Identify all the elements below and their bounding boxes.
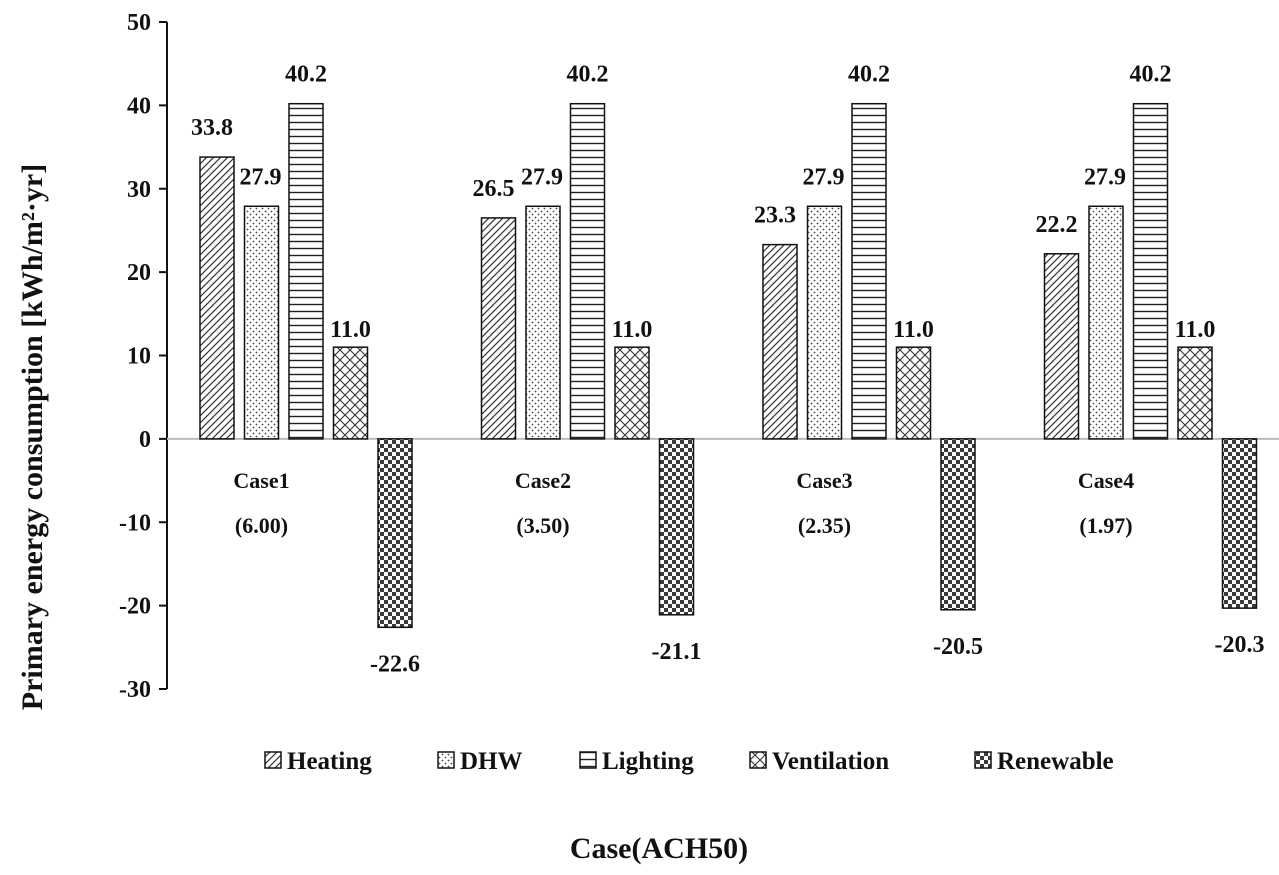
bar-dhw-case2 bbox=[525, 205, 561, 440]
bar-ventilation-case3 bbox=[895, 346, 932, 440]
y-tick-label: -30 bbox=[119, 677, 151, 703]
legend-swatch-heating bbox=[264, 751, 282, 769]
y-tick-label: -10 bbox=[119, 510, 151, 536]
bar-heating-case4 bbox=[1043, 253, 1080, 440]
y-tick-label: -20 bbox=[119, 594, 151, 620]
legend-swatch-ventilation bbox=[749, 751, 767, 769]
data-label: 23.3 bbox=[754, 203, 796, 229]
y-tick-label: 10 bbox=[127, 344, 151, 370]
data-label: 27.9 bbox=[240, 164, 282, 190]
legend-label-lighting: Lighting bbox=[602, 748, 694, 775]
bar-renewable-case4 bbox=[1221, 438, 1258, 609]
legend-swatch-lighting bbox=[579, 751, 597, 769]
y-axis-title: Primary energy consumption [kWh/m²·yr] bbox=[16, 164, 49, 710]
data-label: 11.0 bbox=[893, 317, 934, 343]
data-label: -20.3 bbox=[1215, 632, 1265, 658]
y-tick-label: 50 bbox=[127, 10, 151, 36]
category-label-case1: Case1 bbox=[233, 468, 289, 493]
category-label-case2: Case2 bbox=[515, 468, 571, 493]
legend-label-renewable: Renewable bbox=[997, 748, 1114, 775]
data-label: 27.9 bbox=[1084, 164, 1126, 190]
category-labels: Case1 (6.00) Case2 (3.50) Case3 (2.35) Case4 (1… bbox=[233, 468, 1134, 538]
bar-dhw-case4 bbox=[1088, 205, 1124, 440]
bar-dhw-case3 bbox=[806, 205, 843, 440]
legend: Heating DHW Lighting Ventilation Renewable bbox=[264, 748, 1114, 775]
data-label: 22.2 bbox=[1036, 212, 1078, 238]
bar-renewable-case2 bbox=[658, 438, 695, 616]
bar-dhw-case1 bbox=[243, 205, 280, 440]
bar-ventilation-case2 bbox=[614, 346, 650, 440]
data-label: -20.5 bbox=[933, 634, 983, 660]
data-label: 11.0 bbox=[612, 317, 653, 343]
bar-heating-case3 bbox=[762, 243, 798, 440]
data-label: 40.2 bbox=[848, 62, 890, 88]
data-label: 40.2 bbox=[1130, 62, 1172, 88]
data-label: 27.9 bbox=[803, 164, 845, 190]
bar-heating-case1 bbox=[199, 156, 235, 440]
data-label: 11.0 bbox=[1175, 317, 1216, 343]
category-sublabel: (2.35) bbox=[798, 513, 851, 538]
bar-renewable-case3 bbox=[940, 438, 976, 611]
bar-lighting-case4 bbox=[1132, 102, 1169, 440]
category-label-case4: Case4 bbox=[1078, 468, 1134, 493]
legend-label-dhw: DHW bbox=[460, 748, 523, 775]
y-tick-label: 0 bbox=[139, 427, 151, 453]
bar-renewable-case1 bbox=[377, 438, 413, 629]
legend-label-heating: Heating bbox=[287, 748, 372, 775]
x-axis-title: Case(ACH50) bbox=[570, 832, 748, 865]
data-label: 33.8 bbox=[191, 115, 233, 141]
data-label: 40.2 bbox=[285, 62, 327, 88]
y-tick-label: 40 bbox=[127, 93, 151, 119]
category-label-case3: Case3 bbox=[796, 468, 852, 493]
data-label: -21.1 bbox=[652, 639, 702, 665]
y-tick-label: 20 bbox=[127, 260, 151, 286]
y-tick-label: 30 bbox=[127, 177, 151, 203]
data-label: 26.5 bbox=[473, 176, 515, 202]
category-sublabel: (6.00) bbox=[235, 513, 288, 538]
bar-ventilation-case1 bbox=[332, 346, 369, 440]
data-label: 40.2 bbox=[567, 62, 609, 88]
data-label: 27.9 bbox=[521, 164, 563, 190]
bar-lighting-case2 bbox=[569, 102, 606, 440]
bars bbox=[199, 102, 1258, 629]
data-label: -22.6 bbox=[370, 651, 420, 677]
data-label: 11.0 bbox=[330, 317, 371, 343]
category-sublabel: (1.97) bbox=[1079, 513, 1132, 538]
legend-swatch-dhw bbox=[437, 751, 455, 769]
category-sublabel: (3.50) bbox=[516, 513, 569, 538]
bar-lighting-case3 bbox=[851, 102, 887, 440]
legend-label-ventilation: Ventilation bbox=[772, 748, 889, 775]
legend-swatch-renewable bbox=[974, 751, 992, 769]
bar-heating-case2 bbox=[480, 217, 517, 440]
data-labels: 33.827.940.211.0-22.626.5 27.940.211.0-21… bbox=[191, 62, 1265, 678]
bar-ventilation-case4 bbox=[1177, 346, 1213, 440]
bar-lighting-case1 bbox=[288, 102, 324, 440]
y-axis: -30 -20 -10 0 10 20 30 40 50 bbox=[119, 10, 168, 703]
